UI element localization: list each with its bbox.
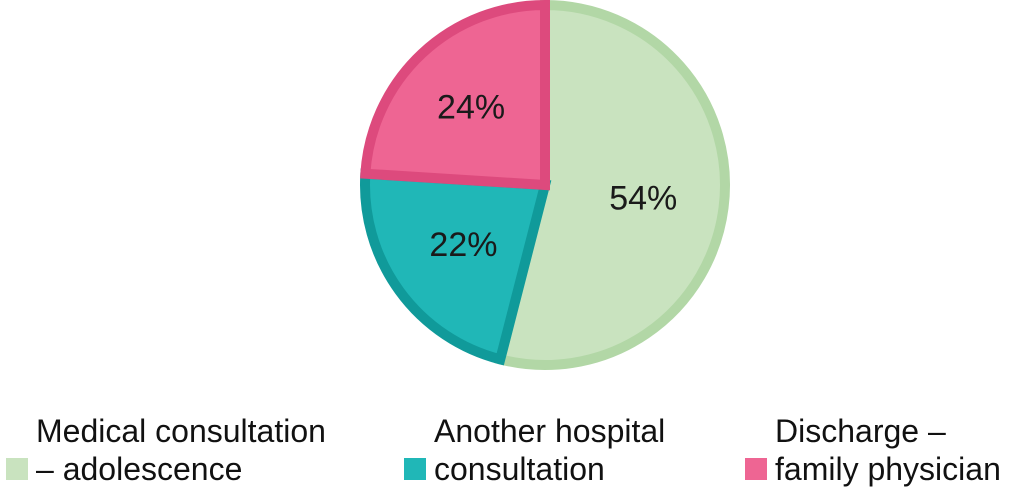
legend-label-line-2: – adolescence xyxy=(36,451,243,487)
pie-slice-medical-consultation xyxy=(494,0,730,370)
legend-swatch-another-hospital xyxy=(404,458,426,480)
legend-label-line-1: Discharge – xyxy=(775,413,946,449)
legend-line: – adolescence xyxy=(6,450,326,488)
legend-line: Discharge – xyxy=(745,412,1001,450)
slice-value-label-discharge: 24% xyxy=(437,88,505,126)
legend-label-line-2: family physician xyxy=(775,451,1001,487)
legend-item-medical-consultation: Medical consultation – adolescence xyxy=(6,412,326,488)
pie-slice-another-hospital xyxy=(360,168,552,366)
legend-line: consultation xyxy=(404,450,665,488)
legend-line: Medical consultation xyxy=(6,412,326,450)
legend-swatch-discharge xyxy=(745,458,767,480)
legend-line: Another hospital xyxy=(404,412,665,450)
legend-label-line-1: Medical consultation xyxy=(36,413,326,449)
slice-value-label-medical-consultation: 54% xyxy=(609,179,677,217)
slice-value-label-another-hospital: 22% xyxy=(429,226,497,264)
pie-chart: 54% 22% 24% xyxy=(360,0,730,370)
legend-swatch-medical-consultation xyxy=(6,458,28,480)
legend-item-discharge-family-physician: Discharge – family physician xyxy=(745,412,1001,488)
pie-slice-discharge xyxy=(360,0,550,191)
legend-label-line-2: consultation xyxy=(434,451,605,487)
legend-label-line-1: Another hospital xyxy=(434,413,666,449)
legend-line: family physician xyxy=(745,450,1001,488)
legend-item-another-hospital: Another hospital consultation xyxy=(404,412,665,488)
